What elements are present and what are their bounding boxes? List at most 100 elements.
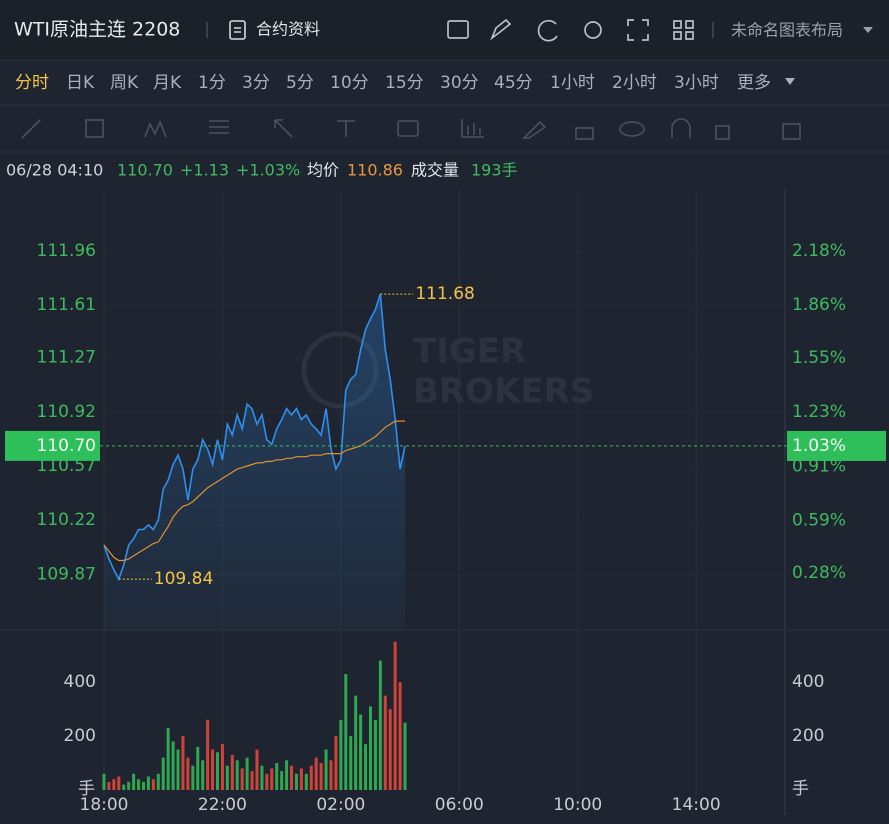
quote-price: 110.70	[117, 161, 173, 180]
caret[interactable]	[863, 27, 873, 33]
period-tab[interactable]: 3小时	[674, 73, 719, 93]
period-tab[interactable]: 周K	[110, 73, 139, 93]
y2-tick-label: 0.91%	[792, 456, 846, 476]
volume-bar	[122, 784, 126, 790]
period-tab[interactable]: 日K	[66, 73, 95, 93]
last-pct-label: 1.03%	[792, 436, 846, 456]
volume-bar	[117, 776, 121, 790]
price-area	[104, 294, 406, 630]
avg-label: 均价	[307, 161, 339, 180]
tool-icon[interactable]	[144, 119, 167, 138]
y2-tick-label: 1.86%	[792, 295, 846, 315]
volume-bar	[334, 736, 338, 790]
volume-bar	[265, 773, 269, 790]
tool-icon[interactable]	[85, 119, 104, 138]
header-icons	[447, 18, 694, 42]
y2-tick-label: 1.55%	[792, 348, 846, 368]
fullscreen-icon[interactable]	[627, 19, 649, 41]
period-tab[interactable]: 分时	[15, 73, 49, 93]
tool-icon[interactable]	[715, 125, 730, 140]
volume-bar	[171, 741, 175, 790]
period-tab[interactable]: 30分	[440, 73, 479, 93]
tool-icon[interactable]	[274, 119, 293, 138]
volume-bar	[275, 763, 279, 790]
annotation-label: 109.84	[154, 569, 213, 589]
period-tab[interactable]: 更多	[737, 73, 771, 93]
y-tick-label: 111.61	[37, 295, 96, 315]
volume-bar	[146, 776, 150, 790]
volume-bar	[206, 719, 210, 790]
volume-bar	[314, 757, 318, 790]
annotation-label: 111.68	[415, 284, 474, 304]
info-button[interactable]: 合约资料	[229, 20, 320, 40]
tool-icon[interactable]	[397, 120, 419, 137]
chart-icon[interactable]	[447, 20, 469, 39]
volume-bar	[132, 773, 136, 790]
volume-value: 193手	[471, 161, 518, 180]
settings-icon[interactable]	[584, 21, 602, 39]
volume-tick-label: 200	[792, 726, 824, 746]
layout-icon[interactable]	[673, 20, 694, 40]
quote-change: +1.13	[180, 161, 229, 180]
volume-bar	[102, 773, 106, 790]
header-bar	[0, 0, 889, 60]
period-tab[interactable]: 45分	[494, 73, 533, 93]
volume-bar	[225, 765, 229, 790]
volume-bar	[176, 749, 180, 790]
volume-bar	[141, 781, 145, 790]
y2-tick-label: 2.18%	[792, 241, 846, 261]
tool-icon[interactable]	[21, 119, 41, 139]
period-tab[interactable]: 5分	[286, 73, 314, 93]
period-tab[interactable]: 10分	[330, 73, 369, 93]
volume-bar	[255, 749, 259, 790]
volume-unit: 手	[78, 779, 95, 799]
period-tab[interactable]: 3分	[242, 73, 270, 93]
volume-bar	[156, 773, 160, 790]
avg-line	[103, 420, 405, 562]
volume-bar	[299, 768, 303, 790]
tool-icon[interactable]	[461, 119, 484, 138]
layout-name[interactable]: 未命名图表布局	[731, 21, 843, 40]
tool-icon[interactable]	[671, 118, 691, 138]
title: WTI原油主连 2208	[14, 19, 180, 41]
caret[interactable]	[785, 78, 795, 85]
volume-bar	[112, 779, 116, 790]
price-line	[103, 293, 406, 582]
tool-icon[interactable]	[522, 120, 547, 139]
volume-bar	[137, 779, 141, 790]
avg-value: 110.86	[347, 161, 403, 180]
volume-bar	[127, 781, 131, 790]
volume-bar	[186, 757, 190, 790]
watermark-text: BROKERS	[413, 372, 594, 412]
tool-icon[interactable]	[619, 121, 645, 137]
x-tick-label: 18:00	[80, 795, 129, 815]
refresh-icon[interactable]	[537, 19, 558, 42]
period-tab[interactable]: 15分	[385, 73, 424, 93]
volume-bar	[230, 754, 234, 790]
volume-bar	[151, 779, 155, 790]
period-tab[interactable]: 1分	[198, 73, 226, 93]
info-label[interactable]: 合约资料	[256, 20, 320, 39]
volume-bar	[250, 771, 254, 790]
volume-tick-label: 200	[64, 726, 96, 746]
period-tab[interactable]: 月K	[153, 73, 182, 93]
volume-bar	[280, 771, 284, 790]
volume-bar	[191, 765, 195, 790]
edit-icon[interactable]	[490, 18, 512, 41]
volume-bar	[245, 757, 249, 790]
volume-bar	[359, 714, 363, 790]
quote-time: 06/28 04:10	[6, 161, 103, 180]
volume-tick-label: 400	[792, 672, 824, 692]
y2-tick-label: 1.23%	[792, 402, 846, 422]
volume-bar	[161, 757, 165, 790]
period-tab[interactable]: 1小时	[550, 73, 595, 93]
tool-icon[interactable]	[575, 127, 594, 140]
volume-bar	[107, 781, 111, 790]
period-tab[interactable]: 2小时	[612, 73, 657, 93]
volume-bar	[324, 749, 328, 790]
tool-icon[interactable]	[209, 120, 229, 134]
tool-icon[interactable]	[337, 120, 355, 137]
tool-icon[interactable]	[782, 123, 801, 140]
